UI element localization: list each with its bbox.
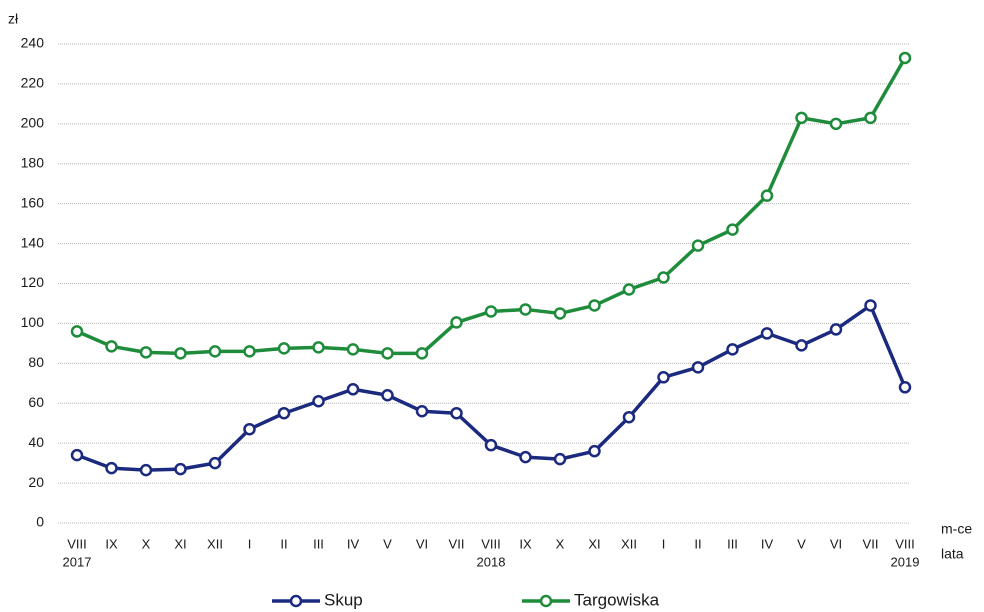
point — [691, 239, 705, 252]
x-tick-label: IX — [105, 536, 118, 551]
point — [243, 422, 256, 436]
point — [553, 452, 567, 466]
point — [415, 347, 429, 360]
legend-marker — [539, 594, 553, 608]
point — [760, 327, 774, 340]
y-tick-label: 0 — [36, 514, 44, 530]
point — [657, 271, 670, 284]
x-tick-label: VII — [449, 536, 465, 551]
point — [795, 111, 808, 125]
x-tick-label: I — [662, 536, 666, 551]
x-tick-label: II — [694, 536, 701, 551]
point — [864, 299, 877, 312]
point — [450, 316, 463, 329]
point — [622, 283, 636, 296]
point — [70, 325, 84, 338]
point — [277, 406, 291, 420]
x-tick-label: III — [313, 536, 324, 551]
x-tick-label: XII — [207, 536, 223, 551]
point — [829, 323, 843, 336]
point — [174, 347, 187, 360]
x-tick-label: V — [383, 536, 392, 551]
y-tick-label: 60 — [28, 394, 44, 410]
x-group-tick-label: 2017 — [63, 554, 92, 569]
point — [829, 117, 843, 131]
point — [898, 381, 912, 394]
point — [277, 342, 291, 355]
x-tick-label: VII — [863, 536, 879, 551]
point — [553, 307, 567, 320]
point — [588, 444, 601, 458]
point — [381, 347, 394, 360]
point — [381, 389, 394, 402]
y-tick-label: 200 — [21, 115, 45, 131]
point — [657, 371, 670, 384]
y-tick-label: 100 — [21, 314, 45, 330]
x-axis-label: m-ce — [941, 521, 972, 537]
point — [450, 406, 463, 420]
x-tick-label: III — [727, 536, 738, 551]
x-tick-label: VIII — [67, 536, 87, 551]
point — [519, 303, 532, 316]
point — [105, 340, 118, 353]
legend-label: Skup — [324, 590, 363, 609]
point — [864, 111, 877, 125]
point — [174, 462, 187, 476]
point — [795, 339, 808, 352]
x-tick-label: X — [556, 536, 565, 551]
y-tick-label: 180 — [21, 154, 45, 170]
x-tick-label: VI — [830, 536, 842, 551]
x-tick-label: VIII — [481, 536, 501, 551]
point — [760, 189, 774, 202]
x-tick-label: XI — [174, 536, 186, 551]
point — [726, 223, 739, 236]
point — [312, 395, 325, 408]
x-tick-label: V — [797, 536, 806, 551]
point — [519, 450, 532, 464]
point — [208, 456, 222, 470]
point — [691, 361, 705, 374]
x-tick-label: VIII — [895, 536, 915, 551]
x-group-label: lata — [941, 546, 964, 562]
x-group-tick-label: 2018 — [477, 554, 506, 569]
y-tick-label: 240 — [21, 35, 45, 51]
point — [105, 461, 118, 475]
y-tick-label: 220 — [21, 75, 45, 91]
x-tick-label: XII — [621, 536, 637, 551]
legend-label: Targowiska — [574, 590, 660, 609]
point — [588, 299, 601, 312]
point — [726, 343, 739, 356]
point — [622, 410, 636, 424]
y-axis-label: zł — [8, 11, 19, 27]
x-tick-label: IX — [519, 536, 532, 551]
point — [243, 345, 256, 358]
point — [312, 341, 325, 354]
x-group-tick-label: 2019 — [891, 554, 920, 569]
point — [484, 438, 498, 452]
point — [415, 404, 429, 418]
x-tick-label: IV — [347, 536, 360, 551]
point — [208, 345, 222, 358]
x-tick-label: VI — [416, 536, 428, 551]
x-tick-label: II — [280, 536, 287, 551]
x-tick-label: I — [248, 536, 252, 551]
point — [139, 346, 153, 359]
y-tick-label: 80 — [28, 354, 44, 370]
y-tick-label: 40 — [28, 434, 44, 450]
x-tick-label: XI — [588, 536, 600, 551]
point — [346, 343, 360, 356]
point — [898, 51, 912, 65]
point — [346, 383, 360, 396]
legend-marker — [289, 594, 303, 608]
y-tick-label: 20 — [28, 474, 44, 490]
point — [484, 305, 498, 318]
point — [139, 463, 153, 477]
y-tick-label: 120 — [21, 274, 45, 290]
x-tick-label: IV — [761, 536, 774, 551]
y-tick-label: 140 — [21, 234, 45, 250]
x-tick-label: X — [142, 536, 151, 551]
y-tick-label: 160 — [21, 194, 45, 210]
point — [70, 448, 84, 462]
